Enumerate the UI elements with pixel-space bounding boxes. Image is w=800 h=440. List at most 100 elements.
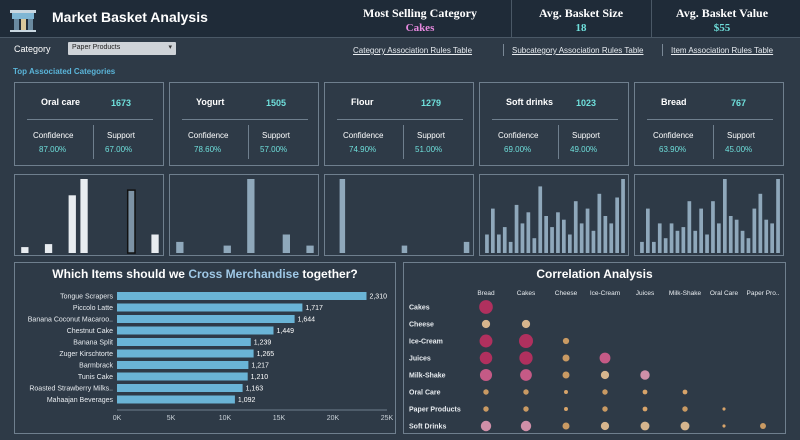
corr-bubble	[483, 406, 489, 412]
corr-bubble	[564, 390, 568, 394]
card-confidence-label: Confidence	[653, 131, 694, 140]
category-card-oral-care[interactable]: Oral care 1673 Confidence 87.00% Support…	[14, 82, 164, 166]
link-item-rules-table[interactable]: Item Association Rules Table	[671, 46, 774, 55]
corr-bubble	[521, 319, 531, 329]
item-bar	[117, 361, 249, 369]
corr-bubble	[564, 407, 568, 411]
card-count: 1673	[111, 98, 132, 108]
card-category-name: Oral care	[41, 97, 81, 107]
corr-bubble	[640, 421, 650, 431]
card-support-value: 45.00%	[725, 145, 753, 154]
corr-bubble	[562, 371, 570, 379]
mini-bar	[502, 227, 507, 253]
mini-bar	[126, 189, 136, 254]
bar-value-label: 1,265	[257, 351, 275, 358]
bar-value-label: 1,210	[251, 374, 269, 381]
link-category-rules-table[interactable]: Category Association Rules Table	[353, 46, 473, 55]
corr-bubble	[562, 422, 570, 430]
bar-value-label: 1,717	[305, 305, 323, 312]
x-tick-label: 20K	[327, 415, 340, 422]
mini-bar	[687, 201, 692, 253]
card-category-name: Soft drinks	[506, 97, 554, 107]
item-bar	[117, 395, 235, 404]
kpi-value: Cakes	[405, 22, 435, 34]
card-count: 1023	[576, 98, 597, 108]
mini-bar	[615, 197, 619, 253]
kpi-avg-basket-value: Avg. Basket Value $55	[652, 0, 792, 38]
bar-category-label: Tongue Scrapers	[60, 294, 113, 301]
category-card-flour[interactable]: Flour 1279 Confidence 74.90% Support 51.…	[324, 82, 474, 166]
mini-bar	[693, 230, 698, 253]
mini-bar	[573, 201, 578, 253]
category-card-soft-drinks[interactable]: Soft drinks 1023 Confidence 69.00% Suppo…	[479, 82, 629, 166]
card-confidence-value: 87.00%	[39, 145, 67, 154]
card-support-value: 67.00%	[105, 145, 133, 154]
mini-bar	[514, 204, 519, 253]
item-bar	[117, 292, 367, 300]
kpi-label: Avg. Basket Size	[538, 6, 624, 20]
item-bar	[117, 303, 303, 312]
mini-bar	[68, 195, 76, 253]
mini-bar	[746, 238, 751, 253]
mini-bar	[758, 193, 763, 253]
corr-bubble	[479, 351, 493, 365]
mini-bar-chart	[176, 179, 314, 253]
corr-bubble	[640, 370, 650, 380]
corr-bubble	[600, 421, 610, 431]
mini-bar	[497, 234, 501, 253]
corr-bubble	[722, 407, 726, 411]
kpi-most-selling-category: Most Selling Category Cakes	[350, 0, 490, 38]
corr-row-label: Milk-Shake	[409, 373, 446, 380]
category-filter-dropdown[interactable]: Paper Products ▾	[68, 42, 176, 55]
mini-chart-bread	[634, 174, 784, 256]
corr-bubble	[523, 389, 529, 395]
mini-bar	[568, 234, 572, 253]
category-card-bread[interactable]: Bread 767 Confidence 63.90% Support 45.0…	[634, 82, 784, 166]
corr-bubble	[519, 351, 533, 365]
card-confidence-label: Confidence	[33, 131, 74, 140]
card-confidence-value: 78.60%	[194, 145, 222, 154]
mini-chart-flour	[324, 174, 474, 256]
category-card-yogurt[interactable]: Yogurt 1505 Confidence 78.60% Support 57…	[169, 82, 319, 166]
corr-bubble	[481, 319, 491, 329]
card-confidence-value: 74.90%	[349, 145, 377, 154]
card-support-label: Support	[417, 131, 446, 140]
corr-bubble	[682, 389, 688, 395]
mini-bar	[752, 208, 757, 253]
kpi-divider	[651, 0, 652, 38]
corr-bubble	[562, 354, 570, 362]
card-divider	[647, 119, 773, 120]
corr-bubble	[483, 389, 489, 395]
corr-bubble	[519, 334, 533, 348]
corr-row-label: Ice-Cream	[409, 339, 443, 346]
card-support-value: 49.00%	[570, 145, 598, 154]
mini-bar	[508, 241, 513, 253]
card-divider	[337, 119, 463, 120]
item-bar	[117, 349, 254, 358]
mini-bar	[579, 223, 584, 253]
link-subcategory-rules-table[interactable]: Subcategory Association Rules Table	[512, 46, 644, 55]
corr-bubble	[480, 420, 492, 432]
card-support-value: 51.00%	[415, 145, 443, 154]
mini-bar	[151, 234, 159, 253]
corr-bubble	[523, 406, 529, 412]
mini-bar	[44, 244, 53, 253]
card-confidence-label: Confidence	[498, 131, 539, 140]
mini-bar	[585, 208, 590, 253]
corr-row-label: Oral Care	[409, 390, 441, 397]
mini-bar	[21, 247, 29, 253]
category-filter-label: Category	[14, 44, 51, 54]
title-highlight: Cross Merchandise	[188, 267, 300, 281]
correlation-bubble-chart: Bread Cakes Cheese Ice-Cream Juices Milk-Shak…	[409, 290, 780, 432]
corr-row-label: Paper Products	[409, 407, 461, 414]
corr-column-label: Oral Care	[710, 290, 739, 297]
mini-bar	[621, 179, 625, 253]
x-tick-label: 15K	[273, 415, 286, 422]
corr-bubble	[599, 352, 611, 364]
mini-bar	[728, 216, 733, 253]
corr-row-label: Soft Drinks	[409, 424, 446, 431]
corr-row-label: Juices	[409, 356, 431, 363]
corr-bubble	[682, 406, 688, 412]
kpi-label: Most Selling Category	[363, 6, 477, 20]
card-divider	[182, 119, 308, 120]
